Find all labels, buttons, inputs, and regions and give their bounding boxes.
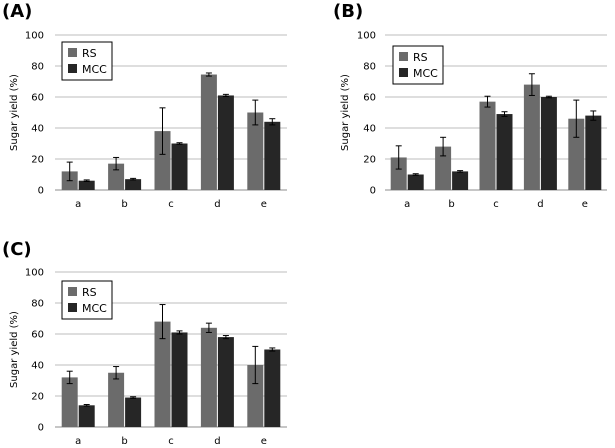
bar-rs-b xyxy=(108,163,125,190)
y-tick-label: 100 xyxy=(25,31,44,42)
y-tick-label: 0 xyxy=(38,186,44,197)
bar-mcc-b xyxy=(125,397,142,427)
panel-label: (C) xyxy=(2,239,32,260)
legend-swatch-mcc xyxy=(399,68,408,77)
y-tick-label: 40 xyxy=(363,124,376,135)
legend-swatch-rs xyxy=(68,287,77,296)
bar-mcc-e xyxy=(264,349,281,427)
x-tick-label: b xyxy=(121,436,127,447)
y-tick-label: 80 xyxy=(363,62,376,73)
y-tick-label: 0 xyxy=(370,186,376,197)
bar-mcc-c xyxy=(171,143,188,190)
y-axis-label: Sugar yield (%) xyxy=(9,74,20,151)
y-axis-label: Sugar yield (%) xyxy=(340,74,351,151)
y-tick-label: 0 xyxy=(38,423,44,434)
legend-swatch-mcc xyxy=(68,64,77,73)
x-tick-label: e xyxy=(261,436,267,447)
bar-mcc-d xyxy=(217,337,234,427)
panel-b: (B) 0 20 40 60 80 100 Sugar yield (%) a b c d e RS MCC xyxy=(333,1,607,210)
x-tick-label: c xyxy=(168,436,174,447)
bar-rs-e xyxy=(247,112,264,190)
legend-label-mcc: MCC xyxy=(82,302,107,315)
legend-swatch-rs xyxy=(399,52,408,61)
legend-label-rs: RS xyxy=(82,47,97,60)
bar-rs-d xyxy=(200,74,217,190)
bar-rs-a xyxy=(390,157,407,190)
bar-mcc-e xyxy=(585,115,602,190)
bar-mcc-b xyxy=(125,179,142,190)
bar-rs-c xyxy=(154,131,171,190)
x-tick-label: b xyxy=(448,199,454,210)
y-tick-label: 100 xyxy=(357,31,376,42)
legend-swatch-mcc xyxy=(68,303,77,312)
y-tick-label: 60 xyxy=(363,93,376,104)
bar-rs-d xyxy=(200,327,217,427)
y-tick-label: 40 xyxy=(31,361,44,372)
bar-rs-e xyxy=(568,118,585,190)
bar-rs-c xyxy=(479,101,496,190)
x-tick-label: e xyxy=(582,199,588,210)
x-tick-label: a xyxy=(75,199,81,210)
x-tick-label: c xyxy=(168,199,174,210)
bar-rs-c xyxy=(154,321,171,427)
panel-label: (A) xyxy=(2,1,32,22)
y-tick-label: 80 xyxy=(31,299,44,310)
y-tick-label: 80 xyxy=(31,62,44,73)
bar-mcc-a xyxy=(407,174,424,190)
bar-mcc-d xyxy=(217,95,234,190)
legend-label-mcc: MCC xyxy=(413,67,438,80)
x-tick-label: d xyxy=(537,199,543,210)
legend-label-rs: RS xyxy=(82,286,97,299)
legend-swatch-rs xyxy=(68,48,77,57)
y-tick-label: 60 xyxy=(31,330,44,341)
bar-mcc-b xyxy=(452,171,469,190)
y-tick-label: 40 xyxy=(31,124,44,135)
bar-mcc-d xyxy=(540,97,557,190)
bar-rs-b xyxy=(435,146,452,190)
panel-a: (A) 0 20 40 60 80 100 Sugar yield (%) a b c d e RS MCC xyxy=(2,1,287,210)
y-tick-label: 20 xyxy=(31,392,44,403)
x-tick-label: b xyxy=(121,199,127,210)
y-tick-label: 20 xyxy=(31,155,44,166)
y-tick-label: 60 xyxy=(31,93,44,104)
bar-rs-a xyxy=(61,377,78,427)
bar-mcc-c xyxy=(171,332,188,427)
x-tick-label: c xyxy=(493,199,499,210)
legend-label-rs: RS xyxy=(413,51,428,64)
bar-mcc-e xyxy=(264,121,281,190)
y-axis-label: Sugar yield (%) xyxy=(9,311,20,388)
bar-mcc-a xyxy=(78,180,95,190)
bar-mcc-c xyxy=(496,114,513,190)
x-tick-label: a xyxy=(75,436,81,447)
y-tick-label: 20 xyxy=(363,155,376,166)
bar-rs-b xyxy=(108,372,125,427)
x-tick-label: a xyxy=(404,199,410,210)
x-tick-label: d xyxy=(214,436,220,447)
bar-rs-e xyxy=(247,365,264,427)
y-tick-label: 100 xyxy=(25,268,44,279)
x-tick-label: d xyxy=(214,199,220,210)
panel-label: (B) xyxy=(333,1,363,22)
bar-mcc-a xyxy=(78,405,95,427)
bar-rs-d xyxy=(523,84,540,190)
panel-c: (C) 0 20 40 60 80 100 Sugar yield (%) a b c d e RS MCC xyxy=(2,239,287,447)
legend-label-mcc: MCC xyxy=(82,63,107,76)
x-tick-label: e xyxy=(261,199,267,210)
